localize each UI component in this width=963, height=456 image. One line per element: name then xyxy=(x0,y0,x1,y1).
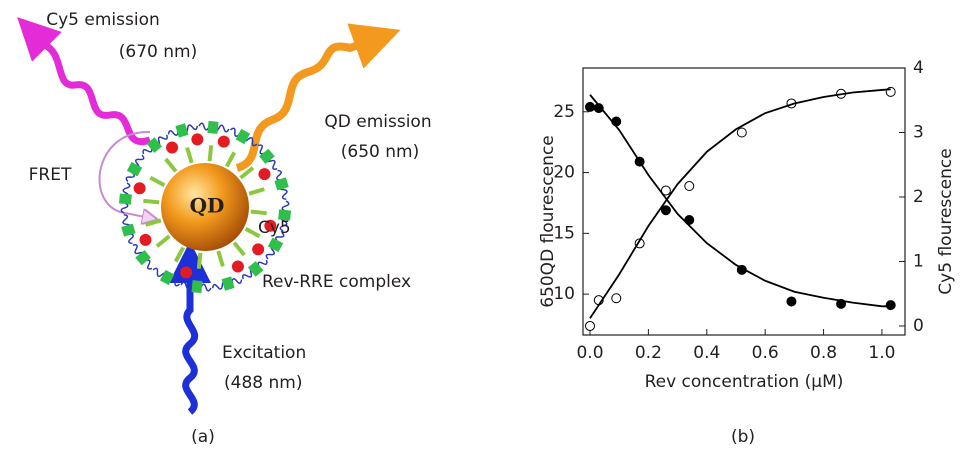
x-axis-label: Rev concentration (μM) xyxy=(645,372,844,392)
rev-protein xyxy=(259,149,275,164)
cy5-dye xyxy=(180,266,192,278)
y-axis-label: 650QD flourescence xyxy=(538,135,558,308)
diagram-label: Cy5 emission xyxy=(46,10,160,30)
linker xyxy=(150,178,164,186)
diagram-label: (488 nm) xyxy=(224,373,302,393)
diagram-label: (650 nm) xyxy=(341,142,419,162)
linker xyxy=(157,236,169,246)
plot-frame xyxy=(583,68,905,335)
rev-protein xyxy=(160,270,174,285)
linker xyxy=(210,145,212,161)
diagram-label: QD emission xyxy=(324,112,431,132)
data-point xyxy=(586,321,595,330)
linker xyxy=(166,159,176,171)
y2-tick-label: 3 xyxy=(913,122,924,142)
diagram-label: Excitation xyxy=(222,343,306,363)
y-tick-label: 25 xyxy=(553,102,575,122)
y2-tick-label: 1 xyxy=(913,251,924,271)
cy5-dye xyxy=(232,260,244,272)
figure: Cy5 emission (670 nm) QD emission (650 nm) F… xyxy=(0,0,963,456)
rev-protein xyxy=(119,193,132,204)
cy5-dye xyxy=(258,168,270,180)
data-point xyxy=(886,301,895,310)
data-point xyxy=(586,102,595,111)
y2-axis-label: Cy5 flourescence xyxy=(936,148,956,294)
panel-label: (b) xyxy=(731,427,755,447)
linker xyxy=(146,220,161,225)
linker xyxy=(176,248,184,262)
cy5-dye xyxy=(218,136,230,148)
linker xyxy=(218,251,223,266)
rev-protein xyxy=(135,250,151,265)
cy5-dye xyxy=(134,182,146,194)
diagram-label: FRET xyxy=(29,165,72,185)
rev-protein xyxy=(191,280,202,293)
cy5-dye xyxy=(166,142,178,154)
x-tick-label: 0.2 xyxy=(635,343,662,363)
data-point xyxy=(737,128,746,137)
x-tick-label: 0.0 xyxy=(576,343,603,363)
cy5-dye xyxy=(140,234,152,246)
rev-protein xyxy=(236,129,250,144)
diagram-label: Rev-RRE complex xyxy=(262,272,411,292)
linker xyxy=(199,253,201,269)
linker xyxy=(234,243,244,255)
diagram-label: Cy5 xyxy=(258,218,291,238)
data-point xyxy=(612,294,621,303)
x-tick-label: 0.4 xyxy=(693,343,720,363)
y2-tick-label: 2 xyxy=(913,187,924,207)
data-point xyxy=(685,182,694,191)
cy5-dye xyxy=(252,243,264,255)
x-tick-label: 0.8 xyxy=(810,343,837,363)
x-tick-label: 1.0 xyxy=(868,343,895,363)
rev-protein xyxy=(207,121,218,134)
linker xyxy=(143,201,159,203)
panel-label: (a) xyxy=(191,427,215,447)
cy5-dye xyxy=(191,133,203,145)
linker xyxy=(251,212,267,214)
linker xyxy=(187,148,192,163)
diagram-label: (670 nm) xyxy=(119,42,197,62)
rev-protein xyxy=(248,261,263,277)
linker xyxy=(227,152,235,166)
rev-protein xyxy=(127,162,142,176)
fit-line xyxy=(590,89,891,318)
rev-protein xyxy=(268,238,283,252)
y2-tick-label: 4 xyxy=(913,58,924,78)
qd-label: QD xyxy=(190,194,225,218)
data-point xyxy=(787,297,796,306)
x-tick-label: 0.6 xyxy=(752,343,779,363)
linker xyxy=(249,189,264,194)
data-point xyxy=(661,206,670,215)
y2-tick-label: 0 xyxy=(913,316,924,336)
